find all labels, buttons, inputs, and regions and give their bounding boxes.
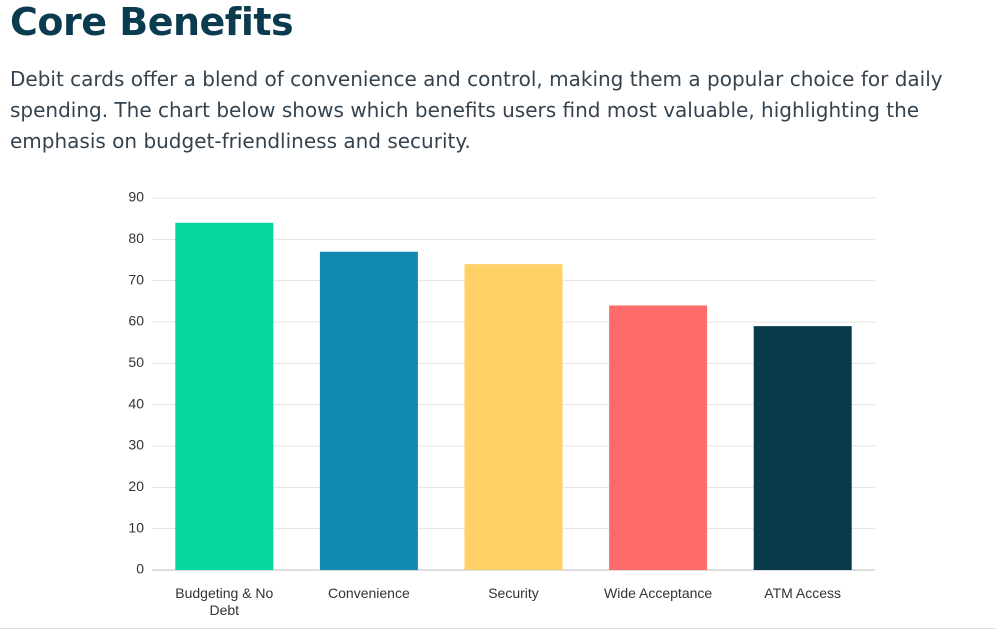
bar [609, 305, 708, 570]
bar [319, 251, 418, 570]
x-tick-label: Convenience [328, 585, 410, 601]
x-tick-label: Security [488, 585, 539, 601]
heading: Core Benefits [10, 0, 294, 44]
y-tick-label: 80 [128, 230, 144, 246]
bar [753, 326, 852, 570]
y-tick-label: 40 [128, 395, 144, 411]
y-tick-label: 70 [128, 271, 144, 287]
bar [175, 222, 274, 571]
y-tick-label: 50 [128, 354, 144, 370]
y-tick-label: 90 [128, 189, 144, 205]
bar [464, 264, 563, 570]
intro-text: Debit cards offer a blend of convenience… [10, 67, 943, 153]
x-tick-label: Wide Acceptance [604, 585, 713, 601]
x-tick-label: ATM Access [764, 585, 842, 601]
y-tick-label: 30 [128, 437, 144, 453]
y-tick-label: 20 [128, 478, 144, 494]
x-tick-label: Budgeting & No Debt [175, 585, 274, 618]
divider [0, 628, 996, 629]
y-tick-label: 0 [136, 561, 144, 577]
y-tick-label: 60 [128, 313, 144, 329]
y-tick-label: 10 [128, 519, 144, 535]
